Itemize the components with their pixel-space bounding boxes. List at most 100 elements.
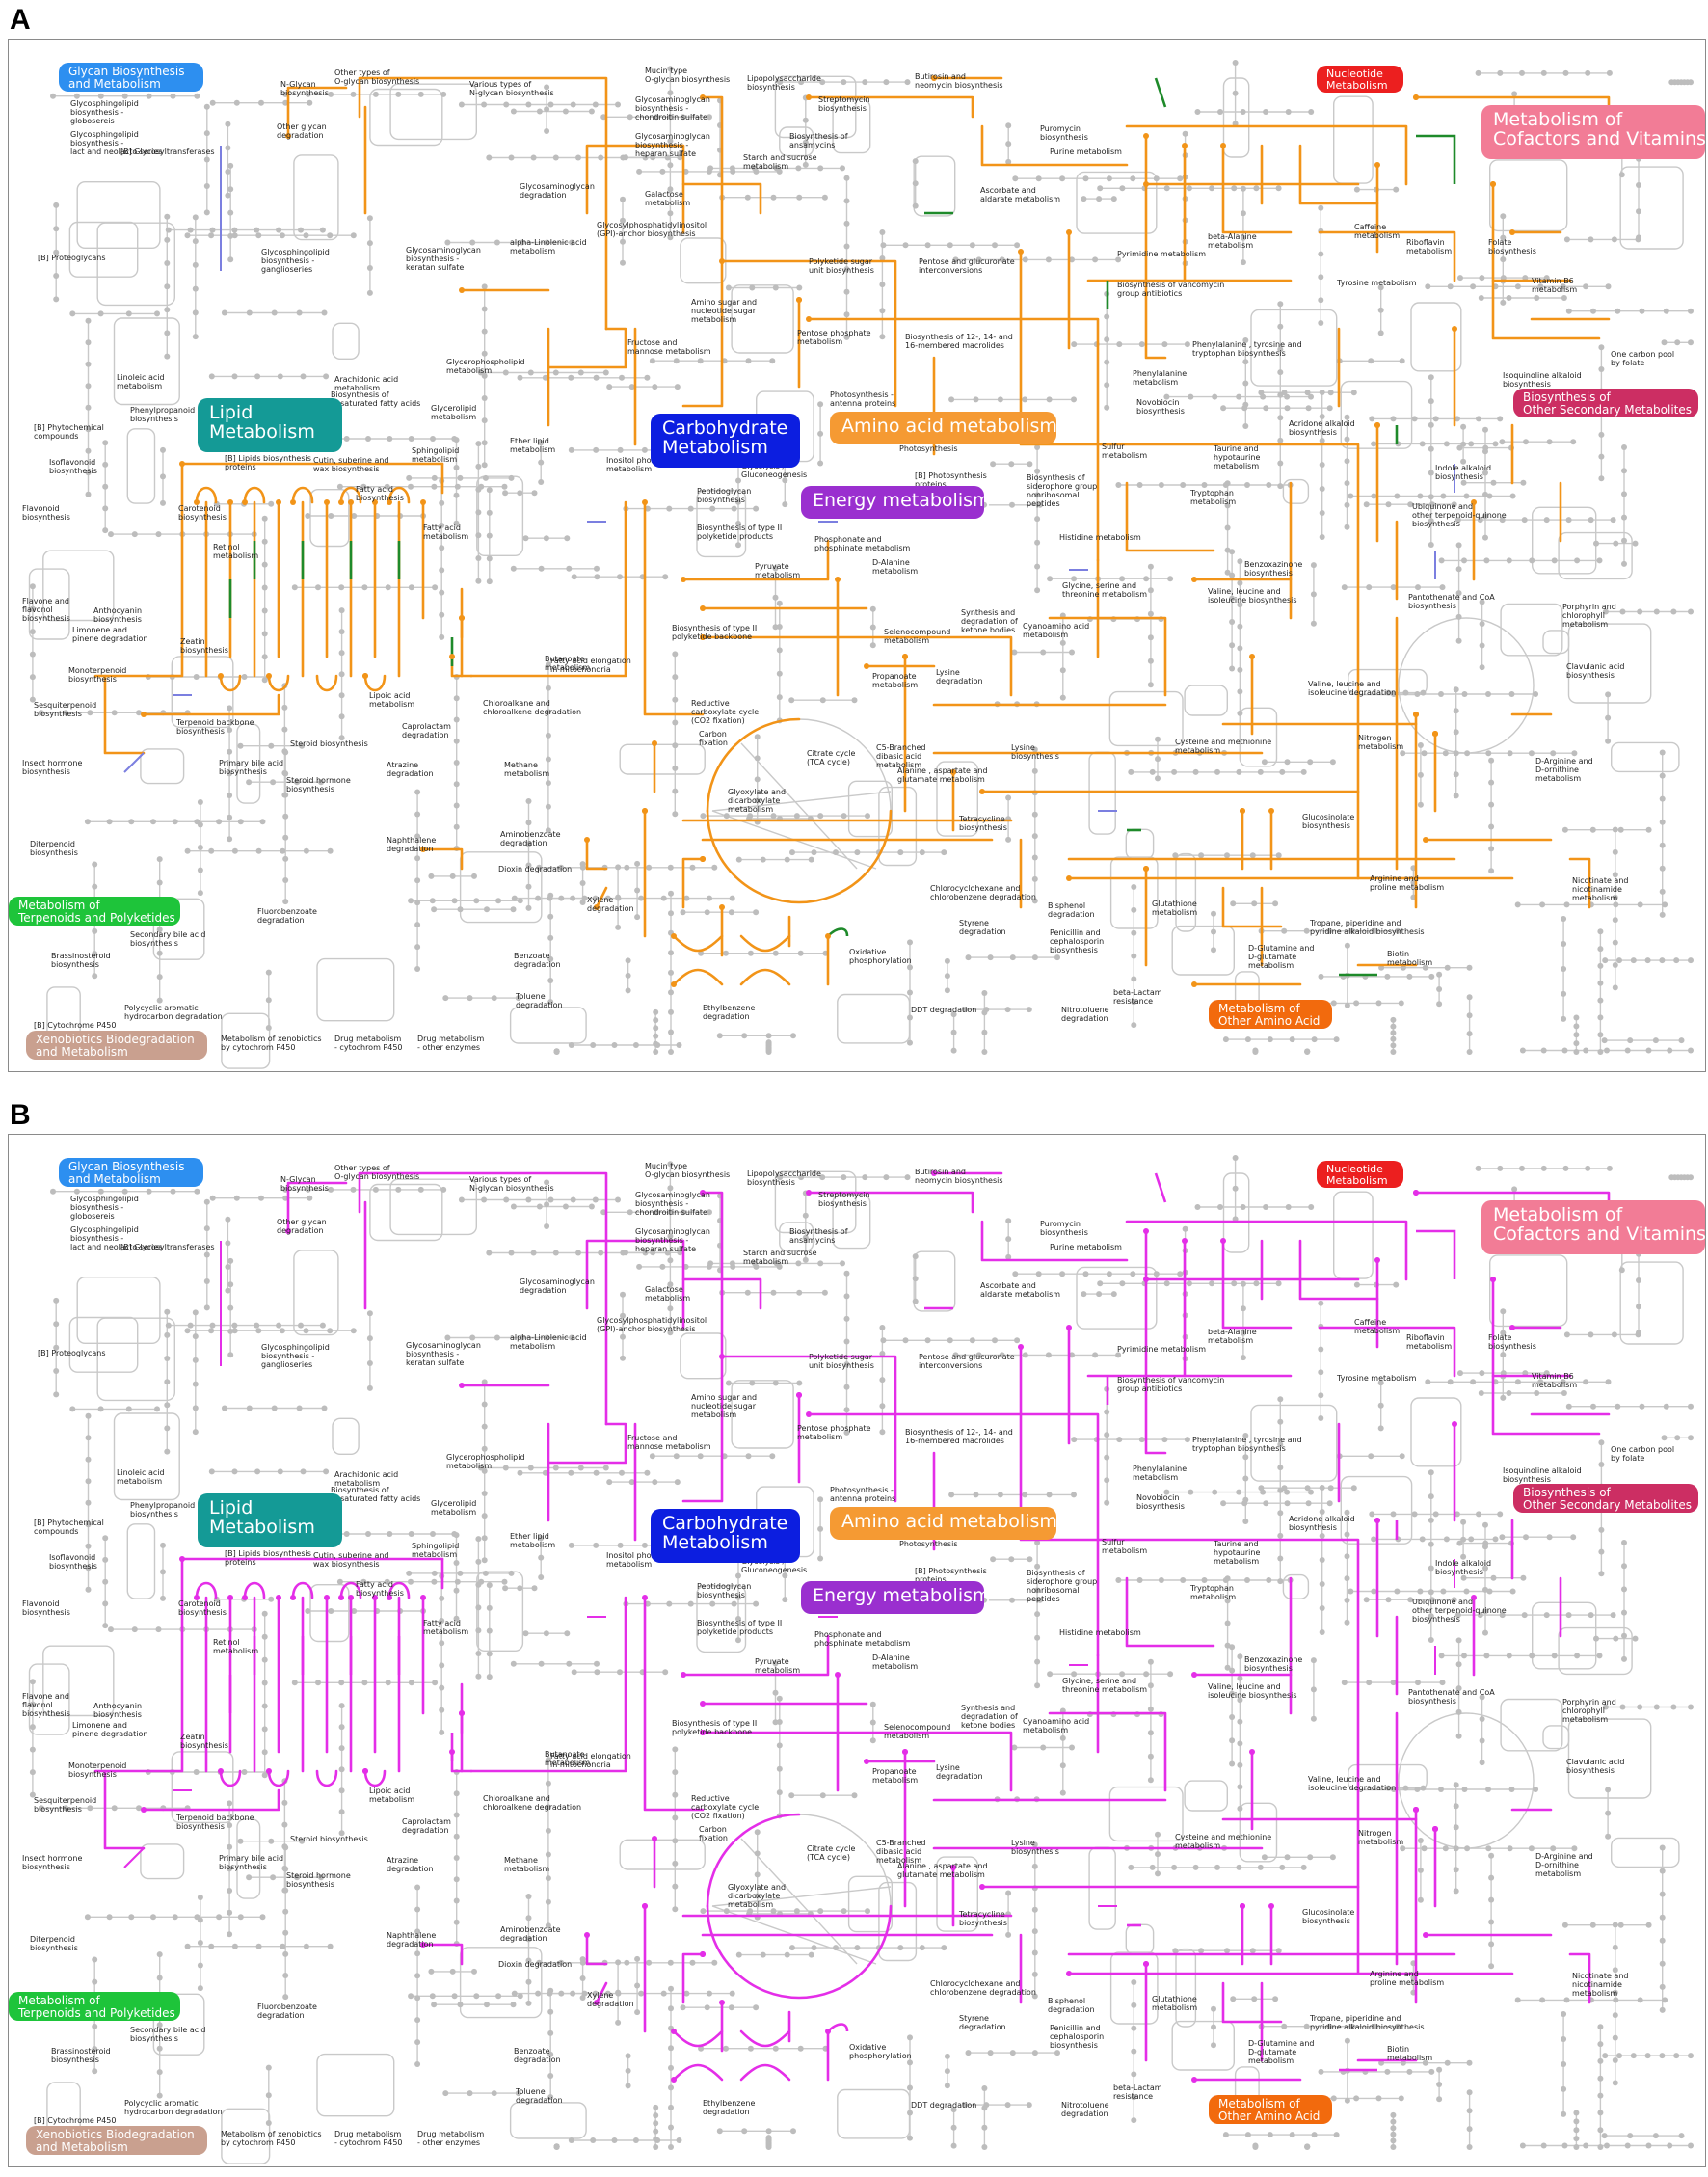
pathway-label: Cutin, suberine and wax biosynthesis	[313, 456, 389, 473]
pathway-label: [B] Proteoglycans	[38, 254, 106, 262]
category-energy: Energy metabolism	[801, 486, 991, 519]
pathway-label: One carbon pool by folate	[1611, 350, 1675, 367]
pathway-label: Ascorbate and aldarate metabolism	[980, 1281, 1061, 1299]
pathway-label: Pyruvate metabolism	[755, 1657, 801, 1675]
pathway-label: Zeatin biosynthesis	[180, 637, 228, 655]
pathway-label: Other types of O-glycan biosynthesis	[334, 68, 420, 86]
pathway-label: Indole alkaloid biosynthesis	[1435, 1559, 1492, 1576]
pathway-label: Arachidonic acid metabolism	[334, 375, 399, 392]
pathway-label: Nicotinate and nicotinamide metabolism	[1572, 1972, 1629, 1998]
pathway-label: Biosynthesis of siderophore group nonrib…	[1027, 1569, 1098, 1603]
pathway-label: Butanoate metabolism	[545, 1750, 591, 1767]
pathway-label: Glycosaminoglycan biosynthesis - heparan…	[635, 132, 710, 158]
pathway-label: Streptomycin biosynthesis	[818, 95, 870, 113]
pathway-label: Glyoxylate and dicarboxylate metabolism	[728, 1883, 787, 1909]
category-secondary: Biosynthesis of Other Secondary Metaboli…	[1513, 389, 1698, 417]
pathway-label: Glycerophospholipid metabolism	[446, 358, 525, 375]
pathway-label: Pyrimidine metabolism	[1117, 250, 1207, 258]
pathway-label: Carotenoid biosynthesis	[178, 1599, 227, 1617]
pathway-label: Drug metabolism - other enzymes	[417, 1035, 485, 1052]
pathway-label: Secondary bile acid biosynthesis	[130, 930, 206, 948]
pathway-label: D-Glutamine and D-glutamate metabolism	[1248, 2039, 1315, 2065]
pathway-label: Fatty acid biosynthesis	[356, 485, 404, 502]
pathway-label: Biosynthesis of vancomycin group antibio…	[1117, 1376, 1225, 1393]
pathway-label: Cysteine and methionine metabolism	[1175, 1833, 1272, 1850]
category-other-amino: Metabolism of Other Amino Acid	[1209, 2095, 1332, 2124]
pathway-label: Aminobenzoate degradation	[500, 1925, 561, 1943]
pathway-label: Styrene degradation	[959, 919, 1006, 936]
pathway-label: Anthocyanin biosynthesis	[93, 606, 143, 624]
pathway-label: Tropane, piperidine and pyridine alkaloi…	[1310, 919, 1425, 936]
pathway-label: Lipopolysaccharide biosynthesis	[747, 1169, 821, 1187]
pathway-label: Biosynthesis of type II polyketide backb…	[672, 1719, 758, 1736]
pathway-label: Biosynthesis of ansamycins	[789, 132, 848, 149]
pathway-label: Tetracycline biosynthesis	[959, 815, 1007, 832]
pathway-label: Photosynthesis - antenna proteins	[830, 390, 896, 408]
category-glycan: Glycan Biosynthesis and Metabolism	[59, 1158, 203, 1187]
pathway-label: D-Glutamine and D-glutamate metabolism	[1248, 944, 1315, 970]
pathway-label: Other glycan degradation	[277, 122, 327, 140]
pathway-label: Biotin metabolism	[1387, 2045, 1433, 2062]
pathway-label: Phenylalanine , tyrosine and tryptophan …	[1192, 340, 1302, 358]
pathway-label: [B] Glycosyltransferases	[120, 1243, 215, 1251]
pathway-label: Ubiquinone and other terpenoid-quinone b…	[1412, 1598, 1507, 1624]
pathway-label: Naphthalene degradation	[387, 836, 437, 853]
pathway-label: Starch and sucrose metabolism	[743, 153, 817, 171]
pathway-label: Chloroalkane and chloroalkene degradatio…	[483, 1794, 582, 1812]
pathway-label: Isoflavonoid biosynthesis	[49, 1553, 97, 1571]
pathway-label: Nicotinate and nicotinamide metabolism	[1572, 876, 1629, 902]
compound-nodes	[29, 1155, 1694, 2150]
pathway-label: Peptidoglycan biosynthesis	[697, 1582, 752, 1599]
pathway-label: Tyrosine metabolism	[1337, 279, 1417, 287]
pathway-label: Glutathione metabolism	[1152, 900, 1198, 917]
pathway-label: alpha-Linolenic acid metabolism	[510, 238, 587, 255]
pathway-label: Butirosin and neomycin biosynthesis	[915, 1168, 1003, 1185]
pathway-label: Glycosphingolipid biosynthesis - globose…	[70, 1195, 139, 1221]
pathway-label: Phenylpropanoid biosynthesis	[130, 406, 196, 423]
category-amino: Amino acid metabolism	[830, 1507, 1057, 1540]
pathway-label: [B] Lipids biosynthesis proteins	[225, 454, 311, 471]
pathway-label: Biosynthesis of type II polyketide produ…	[697, 524, 783, 541]
pathway-label: Amino sugar and nucleotide sugar metabol…	[691, 298, 758, 324]
pathway-label: Insect hormone biosynthesis	[22, 759, 83, 776]
pathway-label: Insect hormone biosynthesis	[22, 1854, 83, 1871]
pathway-label: Glycine, serine and threonine metabolism	[1062, 581, 1148, 599]
pathway-label: Glycosphingolipid biosynthesis - lact an…	[70, 1225, 163, 1251]
category-terpenoids: Metabolism of Terpenoids and Polyketides	[9, 897, 180, 926]
pathway-label: [B] Photosynthesis proteins	[915, 471, 987, 489]
pathway-label: Biosynthesis of vancomycin group antibio…	[1117, 281, 1225, 298]
pathway-label: Isoquinoline alkaloid biosynthesis	[1503, 371, 1582, 389]
pathway-label: N-Glycan biosynthesis	[280, 1175, 329, 1193]
pathway-label: Valine, leucine and isoleucine biosynthe…	[1208, 587, 1297, 605]
pathway-label: Ether lipid metabolism	[510, 1532, 556, 1549]
pathway-label: Pyrimidine metabolism	[1117, 1345, 1207, 1354]
pathway-label: Taurine and hypotaurine metabolism	[1214, 444, 1261, 470]
pathway-label: Polycyclic aromatic hydrocarbon degradat…	[124, 2099, 223, 2116]
pathway-label: beta-Lactam resistance	[1113, 2083, 1162, 2101]
pathway-label: N-Glycan biosynthesis	[280, 80, 329, 97]
pathway-label: Glycosaminoglycan biosynthesis - keratan…	[406, 1341, 481, 1367]
pathway-label: Lipopolysaccharide biosynthesis	[747, 74, 821, 92]
pathway-label: Reductive carboxylate cycle (CO2 fixatio…	[691, 1794, 760, 1820]
pathway-label: Porphyrin and chlorophyll metabolism	[1562, 1698, 1616, 1724]
accent-pathway-lines-secondary	[123, 1241, 1455, 1907]
panel-a-metabolic-map: Other types of O-glycan biosynthesis N-Gl…	[8, 39, 1706, 1072]
pathway-label: Diterpenoid biosynthesis	[30, 1935, 78, 1952]
pathway-label: Fructose and mannose metabolism	[627, 1434, 711, 1451]
pathway-label: Steroid hormone biosynthesis	[286, 776, 351, 793]
pathway-label: Aminobenzoate degradation	[500, 830, 561, 847]
pathway-label: beta-Alanine metabolism	[1208, 1328, 1257, 1345]
pathway-label: Diterpenoid biosynthesis	[30, 840, 78, 857]
pathway-label: Indole alkaloid biosynthesis	[1435, 464, 1492, 481]
pathway-label: Glutathione metabolism	[1152, 1995, 1198, 2012]
category-nucleotide: Nucleotide Metabolism	[1317, 66, 1403, 93]
pathway-label: Flavone and flavonol biosynthesis	[22, 597, 70, 623]
pathway-label: Cyanoamino acid metabolism	[1023, 622, 1090, 639]
panel-b-metabolic-map: Other types of O-glycan biosynthesis N-Gl…	[8, 1134, 1706, 2167]
pathway-label: Carbon fixation	[699, 1825, 728, 1842]
pathway-label: Mucin type O-glycan biosynthesis	[645, 67, 731, 84]
pathway-label: Synthesis and degradation of ketone bodi…	[961, 608, 1018, 634]
pathway-label: Anthocyanin biosynthesis	[93, 1702, 143, 1719]
pathway-label: Galactose metabolism	[645, 1285, 691, 1303]
pathway-label: Metabolism of xenobiotics by cytochrom P…	[221, 2130, 322, 2147]
